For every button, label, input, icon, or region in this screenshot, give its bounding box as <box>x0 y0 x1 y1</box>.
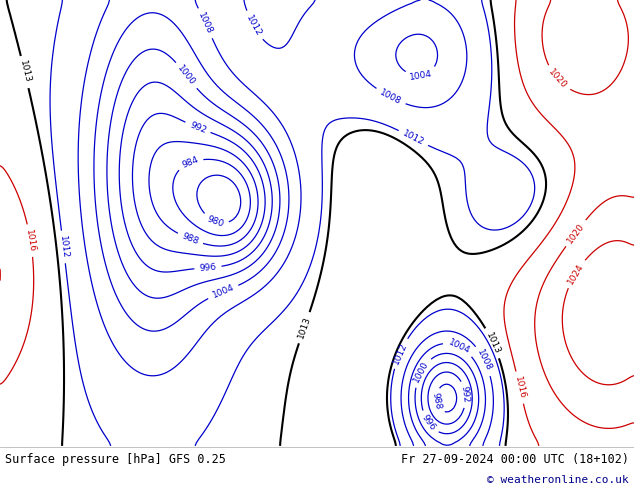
Text: 1012: 1012 <box>401 129 425 147</box>
Text: 1004: 1004 <box>211 283 235 300</box>
Text: 1013: 1013 <box>296 316 313 340</box>
Text: 1013: 1013 <box>18 60 32 84</box>
Text: 1008: 1008 <box>476 348 493 373</box>
Text: 992: 992 <box>460 386 470 403</box>
Text: 996: 996 <box>420 413 437 433</box>
Text: 984: 984 <box>181 155 200 170</box>
Text: 980: 980 <box>206 214 225 228</box>
Text: 1016: 1016 <box>513 375 527 400</box>
Text: Fr 27-09-2024 00:00 UTC (18+102): Fr 27-09-2024 00:00 UTC (18+102) <box>401 453 629 466</box>
Text: 1020: 1020 <box>547 67 569 91</box>
Text: 988: 988 <box>431 392 443 411</box>
Text: © weatheronline.co.uk: © weatheronline.co.uk <box>488 475 629 485</box>
Text: 992: 992 <box>188 120 207 135</box>
Text: 1024: 1024 <box>566 262 585 286</box>
Text: 996: 996 <box>199 263 217 273</box>
Text: 1004: 1004 <box>446 338 471 355</box>
Text: 1004: 1004 <box>410 69 433 82</box>
Text: 1013: 1013 <box>484 331 501 355</box>
Text: 1000: 1000 <box>176 64 197 87</box>
Text: 1008: 1008 <box>378 88 403 106</box>
Text: 988: 988 <box>181 232 200 246</box>
Text: 1012: 1012 <box>58 235 69 259</box>
Text: 1008: 1008 <box>197 11 214 36</box>
Text: 1012: 1012 <box>391 341 409 366</box>
Text: 1012: 1012 <box>244 13 263 38</box>
Text: 1016: 1016 <box>24 228 37 253</box>
Text: 1000: 1000 <box>411 360 430 384</box>
Text: 1020: 1020 <box>565 221 586 245</box>
Text: Surface pressure [hPa] GFS 0.25: Surface pressure [hPa] GFS 0.25 <box>5 453 226 466</box>
